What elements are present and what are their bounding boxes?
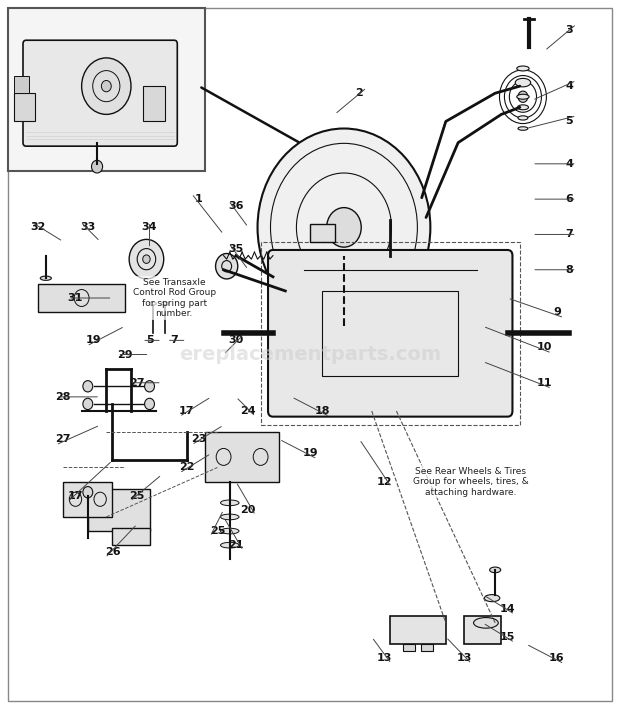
Circle shape: [216, 254, 238, 279]
Text: 27: 27: [55, 434, 71, 445]
Bar: [310, 224, 335, 242]
Bar: [322, 291, 458, 376]
Bar: [402, 644, 415, 651]
FancyBboxPatch shape: [23, 40, 177, 146]
Circle shape: [83, 381, 93, 392]
Ellipse shape: [221, 542, 239, 548]
Bar: [14, 93, 35, 121]
Text: 28: 28: [55, 392, 71, 402]
Ellipse shape: [518, 116, 528, 120]
Bar: [143, 86, 165, 121]
Text: 29: 29: [117, 350, 133, 359]
Circle shape: [102, 81, 111, 91]
Text: 1: 1: [195, 194, 203, 204]
Circle shape: [129, 240, 164, 279]
Text: 21: 21: [228, 540, 244, 550]
Text: 3: 3: [565, 25, 573, 35]
Text: 30: 30: [228, 335, 244, 345]
Text: 11: 11: [537, 378, 552, 388]
Text: 2: 2: [355, 88, 363, 99]
Text: 15: 15: [500, 632, 515, 642]
Bar: [205, 432, 279, 481]
Text: 4: 4: [565, 81, 573, 91]
Text: 35: 35: [228, 244, 244, 254]
Bar: [464, 616, 502, 644]
Circle shape: [143, 255, 150, 264]
Bar: [63, 481, 112, 517]
Text: 36: 36: [228, 201, 244, 211]
Bar: [7, 9, 205, 171]
Text: 19: 19: [86, 335, 102, 345]
Text: 13: 13: [456, 653, 472, 663]
Text: 5: 5: [146, 335, 153, 345]
Text: 6: 6: [565, 194, 573, 204]
Text: See Rear Wheels & Tires
Group for wheels, tires, &
attaching hardware.: See Rear Wheels & Tires Group for wheels…: [412, 467, 528, 496]
Circle shape: [518, 91, 528, 102]
Text: 27: 27: [130, 378, 145, 388]
Text: 7: 7: [565, 230, 573, 240]
Circle shape: [327, 208, 361, 247]
Bar: [14, 76, 29, 93]
Text: 17: 17: [179, 406, 194, 416]
Ellipse shape: [40, 276, 51, 280]
Ellipse shape: [517, 105, 528, 110]
Bar: [38, 284, 125, 312]
Text: 5: 5: [565, 116, 573, 126]
Text: 13: 13: [376, 653, 392, 663]
Text: 34: 34: [142, 223, 157, 233]
Bar: [260, 242, 520, 425]
Text: 10: 10: [537, 342, 552, 352]
Text: 12: 12: [376, 476, 392, 486]
Text: 8: 8: [565, 264, 573, 275]
Text: 22: 22: [179, 462, 194, 472]
Ellipse shape: [474, 618, 498, 628]
Circle shape: [257, 128, 430, 326]
FancyBboxPatch shape: [268, 250, 513, 417]
Text: 20: 20: [241, 505, 256, 515]
Ellipse shape: [515, 79, 531, 86]
Ellipse shape: [221, 514, 239, 520]
Text: 24: 24: [241, 406, 256, 416]
Circle shape: [83, 398, 93, 410]
Circle shape: [82, 58, 131, 114]
Ellipse shape: [221, 528, 239, 534]
Text: 33: 33: [80, 223, 95, 233]
Text: 19: 19: [302, 448, 318, 459]
Ellipse shape: [516, 66, 529, 71]
Bar: [112, 527, 149, 545]
Circle shape: [83, 486, 93, 498]
Text: 4: 4: [565, 159, 573, 169]
Text: See Transaxle
Control Rod Group
for spring part
number.: See Transaxle Control Rod Group for spri…: [133, 278, 216, 318]
Text: 9: 9: [553, 307, 561, 317]
Text: 16: 16: [549, 653, 565, 663]
Ellipse shape: [221, 500, 239, 506]
Text: 14: 14: [500, 604, 515, 614]
Text: 23: 23: [191, 434, 206, 445]
Ellipse shape: [490, 567, 501, 573]
Ellipse shape: [484, 595, 500, 602]
Bar: [88, 489, 149, 531]
Text: 32: 32: [31, 223, 46, 233]
Text: 31: 31: [68, 293, 83, 303]
Circle shape: [144, 398, 154, 410]
Circle shape: [92, 160, 103, 173]
Ellipse shape: [149, 302, 156, 306]
Ellipse shape: [161, 302, 169, 306]
Ellipse shape: [518, 127, 528, 130]
Text: 7: 7: [170, 335, 178, 345]
Bar: [390, 616, 446, 644]
Bar: [421, 644, 433, 651]
Text: 26: 26: [105, 547, 120, 557]
Circle shape: [144, 381, 154, 392]
Text: 18: 18: [314, 406, 330, 416]
Ellipse shape: [516, 94, 529, 99]
Text: 17: 17: [68, 491, 83, 501]
Text: 25: 25: [130, 491, 145, 501]
Text: 25: 25: [210, 526, 225, 536]
Text: ereplacementparts.com: ereplacementparts.com: [179, 345, 441, 364]
